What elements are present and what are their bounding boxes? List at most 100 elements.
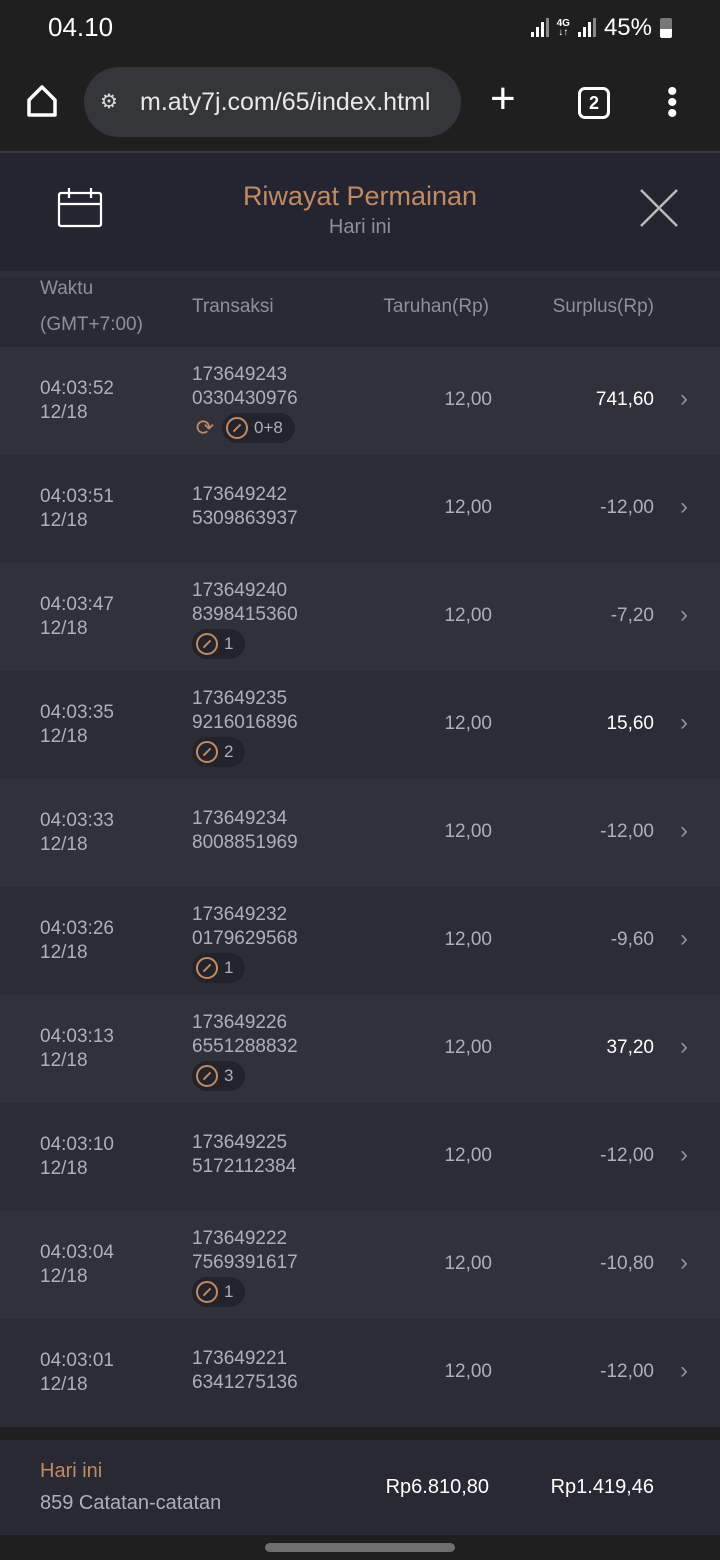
- home-icon[interactable]: [26, 84, 58, 118]
- row-transaction: 173649222 7569391617 1: [192, 1227, 298, 1307]
- column-time: Waktu: [40, 278, 94, 299]
- row-surplus: 37,20: [606, 1037, 654, 1058]
- row-surplus: -9,60: [610, 929, 654, 950]
- row-transaction: 173649235 9216016896 2: [192, 687, 298, 767]
- spin-icon: [226, 417, 248, 439]
- table-row[interactable]: 04:03:52 12/18 173649243 0330430976 ⟳ 0+8 12,0…: [0, 347, 720, 455]
- row-time: 04:03:33 12/18: [40, 810, 114, 855]
- row-surplus: -12,00: [600, 1361, 654, 1382]
- spin-icon: [196, 957, 218, 979]
- total-bet: Rp6.810,80: [385, 1476, 489, 1498]
- table-row[interactable]: 04:03:26 12/18 173649232 0179629568 1 12,00 -9…: [0, 887, 720, 995]
- table-row[interactable]: 04:03:10 12/18 173649225 5172112384 12,00 -12…: [0, 1103, 720, 1211]
- site-settings-icon[interactable]: ⚙: [100, 91, 118, 113]
- row-time: 04:03:51 12/18: [40, 486, 114, 531]
- free-spin-badge: 1: [192, 1277, 246, 1307]
- tab-switcher-button[interactable]: 2: [578, 87, 610, 119]
- chevron-right-icon[interactable]: ›: [680, 1249, 688, 1276]
- free-spin-badge: 1: [192, 629, 246, 659]
- row-time: 04:03:35 12/18: [40, 702, 114, 747]
- chevron-right-icon[interactable]: ›: [680, 1033, 688, 1060]
- table-row[interactable]: 04:03:51 12/18 173649242 5309863937 12,00 -12…: [0, 455, 720, 563]
- row-surplus: -12,00: [600, 497, 654, 518]
- column-timezone: (GMT+7:00): [40, 314, 143, 335]
- row-surplus: -12,00: [600, 1145, 654, 1166]
- badges: 1: [192, 1277, 298, 1307]
- badges: 1: [192, 629, 298, 659]
- chevron-right-icon[interactable]: ›: [680, 1141, 688, 1168]
- badges: 1: [192, 953, 298, 983]
- signal-icon: [577, 18, 596, 37]
- free-spin-badge: 3: [192, 1061, 246, 1091]
- row-transaction: 173649240 8398415360 1: [192, 579, 298, 659]
- column-surplus: Surplus(Rp): [552, 296, 654, 317]
- row-bet: 12,00: [444, 389, 492, 410]
- total-surplus: Rp1.419,46: [550, 1476, 654, 1498]
- menu-icon[interactable]: • • •: [667, 75, 678, 130]
- badges: ⟳ 0+8: [192, 413, 298, 443]
- row-bet: 12,00: [444, 1253, 492, 1274]
- table-row[interactable]: 04:03:33 12/18 173649234 8008851969 12,00 -12…: [0, 779, 720, 887]
- spin-icon: [196, 1281, 218, 1303]
- row-bet: 12,00: [444, 821, 492, 842]
- new-tab-icon[interactable]: +: [490, 74, 516, 123]
- spin-icon: [196, 1065, 218, 1087]
- battery-icon: [660, 18, 672, 38]
- close-icon[interactable]: [639, 188, 679, 228]
- row-transaction: 173649232 0179629568 1: [192, 903, 298, 983]
- page-header: Riwayat Permainan Hari ini: [0, 153, 720, 271]
- battery-level: 45%: [603, 14, 652, 41]
- status-bar: 04.10 4G ↓↑ 45%: [0, 0, 720, 56]
- url-text: m.aty7j.com/65/index.html: [140, 87, 431, 116]
- table-row[interactable]: 04:03:35 12/18 173649235 9216016896 2 12,00 15…: [0, 671, 720, 779]
- signal-icon: [530, 18, 549, 37]
- address-bar[interactable]: ⚙ m.aty7j.com/65/index.html: [84, 67, 461, 137]
- refresh-icon: ⟳: [195, 415, 215, 440]
- row-surplus: 15,60: [606, 713, 654, 734]
- row-time: 04:03:52 12/18: [40, 378, 114, 423]
- row-transaction: 173649221 6341275136: [192, 1348, 298, 1393]
- chevron-right-icon[interactable]: ›: [680, 709, 688, 736]
- row-transaction: 173649225 5172112384: [192, 1132, 297, 1177]
- network-type: 4G ↓↑: [556, 18, 570, 38]
- table-row[interactable]: 04:03:13 12/18 173649226 6551288832 3 12,00 37…: [0, 995, 720, 1103]
- table-header: Waktu (GMT+7:00) Transaksi Taruhan(Rp) S…: [0, 271, 720, 347]
- chevron-right-icon[interactable]: ›: [680, 601, 688, 628]
- row-surplus: 741,60: [595, 389, 654, 410]
- column-transaction: Transaksi: [192, 296, 274, 317]
- row-transaction: 173649234 8008851969: [192, 808, 298, 853]
- row-bet: 12,00: [444, 929, 492, 950]
- row-time: 04:03:47 12/18: [40, 594, 114, 639]
- chevron-right-icon[interactable]: ›: [680, 385, 688, 412]
- row-bet: 12,00: [444, 1361, 492, 1382]
- row-surplus: -12,00: [600, 821, 654, 842]
- row-transaction: 173649242 5309863937: [192, 484, 298, 529]
- period-filter[interactable]: Hari ini: [328, 216, 392, 238]
- table-row[interactable]: 04:03:47 12/18 173649240 8398415360 1 12,00 -7…: [0, 563, 720, 671]
- table-row[interactable]: 04:03:04 12/18 173649222 7569391617 1 12,00 -1…: [0, 1211, 720, 1319]
- chevron-right-icon[interactable]: ›: [680, 1357, 688, 1384]
- badges: 3: [192, 1061, 298, 1091]
- spin-icon: [196, 633, 218, 655]
- chevron-right-icon[interactable]: ›: [680, 493, 688, 520]
- chevron-right-icon[interactable]: ›: [680, 817, 688, 844]
- free-spin-badge: 1: [192, 953, 246, 983]
- row-time: 04:03:01 12/18: [40, 1350, 114, 1395]
- clock: 04.10: [48, 12, 114, 42]
- row-surplus: -7,20: [610, 605, 654, 626]
- free-spin-badge: 2: [192, 737, 246, 767]
- summary-footer: Hari ini 859 Catatan-catatan Rp6.810,80 …: [0, 1440, 720, 1535]
- table-row[interactable]: 04:03:01 12/18 173649221 6341275136 12,00 -12…: [0, 1319, 720, 1427]
- calendar-icon[interactable]: [57, 188, 103, 228]
- row-time: 04:03:13 12/18: [40, 1026, 114, 1071]
- spin-icon: [196, 741, 218, 763]
- gesture-bar[interactable]: [265, 1543, 455, 1552]
- summary-period: Hari ini: [40, 1460, 103, 1482]
- row-time: 04:03:04 12/18: [40, 1242, 114, 1287]
- row-bet: 12,00: [444, 605, 492, 626]
- row-bet: 12,00: [444, 713, 492, 734]
- free-spin-badge: 0+8: [222, 413, 295, 443]
- chevron-right-icon[interactable]: ›: [680, 925, 688, 952]
- row-surplus: -10,80: [600, 1253, 654, 1274]
- row-time: 04:03:10 12/18: [40, 1134, 114, 1179]
